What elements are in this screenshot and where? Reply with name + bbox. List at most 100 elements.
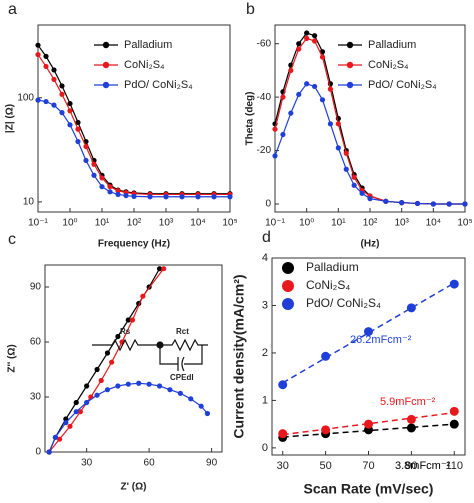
data-point (161, 266, 167, 272)
data-point (449, 406, 459, 416)
data-point (77, 409, 83, 415)
legend-label: CoNi₂S₄ (124, 59, 165, 71)
data-point (399, 200, 405, 206)
legend-marker (282, 298, 294, 310)
legend-label: CoNi₂S₄ (306, 278, 350, 292)
data-point (163, 194, 169, 200)
data-point (304, 81, 310, 87)
x-tick-label: 10⁴ (190, 218, 205, 229)
data-point (280, 94, 286, 100)
panel: d 30 50 70 90 110 0 1 2 3 4 Scan Rate (mV/sec) Curre… (231, 229, 466, 497)
data-point (364, 419, 373, 429)
data-point (83, 157, 89, 164)
data-point (35, 97, 41, 103)
y-tick-label: 4 (262, 252, 268, 264)
y-tick-label: 1 (262, 394, 268, 406)
data-point (84, 399, 90, 406)
data-point (75, 126, 81, 132)
data-point (107, 184, 113, 190)
data-point (63, 420, 69, 426)
y-tick-label: 2 (262, 347, 268, 359)
x-tick-label: 10¹ (95, 218, 110, 229)
x-tick-label: 110 (446, 460, 464, 472)
data-point (73, 409, 79, 415)
legend-marker (282, 262, 294, 274)
data-point (59, 110, 65, 116)
circuit-label: Rct (176, 327, 189, 336)
data-point (311, 38, 318, 44)
x-tick-label: 70 (362, 460, 374, 472)
data-point (99, 184, 105, 190)
data-point (140, 293, 146, 299)
panel-label: b (246, 1, 255, 18)
legend-label: PdO/ CoNi₂S₄ (124, 79, 193, 91)
legend-marker (346, 41, 354, 49)
x-axis-label: Z' (Ω) (121, 482, 147, 493)
data-point (304, 30, 310, 36)
data-point (125, 381, 131, 387)
legend-label: PdO/ CoNi₂S₄ (368, 79, 437, 91)
panel-label: d (262, 229, 271, 246)
data-point (107, 189, 113, 195)
legend-marker (102, 81, 110, 89)
y-axis-label: Theta (deg) (245, 92, 256, 146)
plot-frame (37, 24, 231, 213)
data-point (343, 166, 349, 172)
data-point (56, 436, 63, 442)
data-point (115, 333, 121, 340)
data-point (296, 91, 302, 98)
data-point (83, 143, 89, 150)
data-point (46, 449, 52, 455)
legend-marker (102, 41, 110, 49)
x-axis-label: (Hz) (361, 239, 380, 250)
x-axis-label: Frequency (Hz) (98, 239, 170, 250)
data-point (67, 100, 73, 107)
data-point (125, 317, 131, 323)
y-tick-label: 90 (30, 282, 42, 293)
y-tick-label: 10 (23, 197, 35, 208)
x-tick-label: 90 (206, 458, 218, 469)
data-point (35, 42, 41, 48)
data-point (136, 380, 142, 386)
y-tick-label: 30 (30, 392, 42, 403)
legend-marker (102, 61, 110, 69)
y-tick-label: -60 (257, 38, 272, 49)
data-point (296, 41, 302, 47)
y-tick-label: 60 (30, 337, 42, 348)
data-point (131, 193, 137, 199)
data-point (91, 172, 97, 178)
equivalent-circuit (92, 338, 208, 372)
data-point (51, 102, 57, 108)
data-point (211, 194, 217, 200)
data-point (73, 399, 79, 406)
x-tick-label: 10⁵ (457, 218, 472, 229)
data-point (91, 161, 97, 167)
data-point (406, 414, 416, 424)
data-point (319, 97, 326, 103)
y-axis-label: |Z| (Ω) (5, 104, 16, 133)
panel: a 10⁻¹ 10⁰ 10¹ 10² 10³ 10⁴ 10⁵ 10 100 Frequency (H… (5, 1, 238, 249)
data-point (75, 119, 81, 126)
panel-label: c (8, 231, 16, 248)
data-point (335, 121, 341, 127)
data-point (156, 266, 163, 272)
data-point (359, 190, 365, 196)
data-point (109, 359, 115, 365)
data-point (43, 98, 49, 105)
x-tick-label: 10² (363, 218, 378, 229)
x-tick-label: 10⁴ (426, 218, 441, 229)
data-point (414, 200, 421, 207)
data-point (67, 122, 73, 128)
data-point (311, 33, 318, 39)
data-point (67, 108, 73, 114)
annotation: 3.8mFcm⁻² (395, 460, 451, 472)
series-line (37, 54, 230, 196)
legend-label: Palladium (124, 39, 172, 51)
y-tick-label: 0 (35, 447, 41, 458)
data-point (327, 86, 334, 92)
panel: c 30 60 90 0 30 60 90 Z' (Ω) Z'' (Ω) Rs Rct CPEdl (7, 231, 223, 493)
data-point (43, 63, 49, 70)
series-line (37, 99, 230, 198)
data-point (123, 192, 129, 199)
